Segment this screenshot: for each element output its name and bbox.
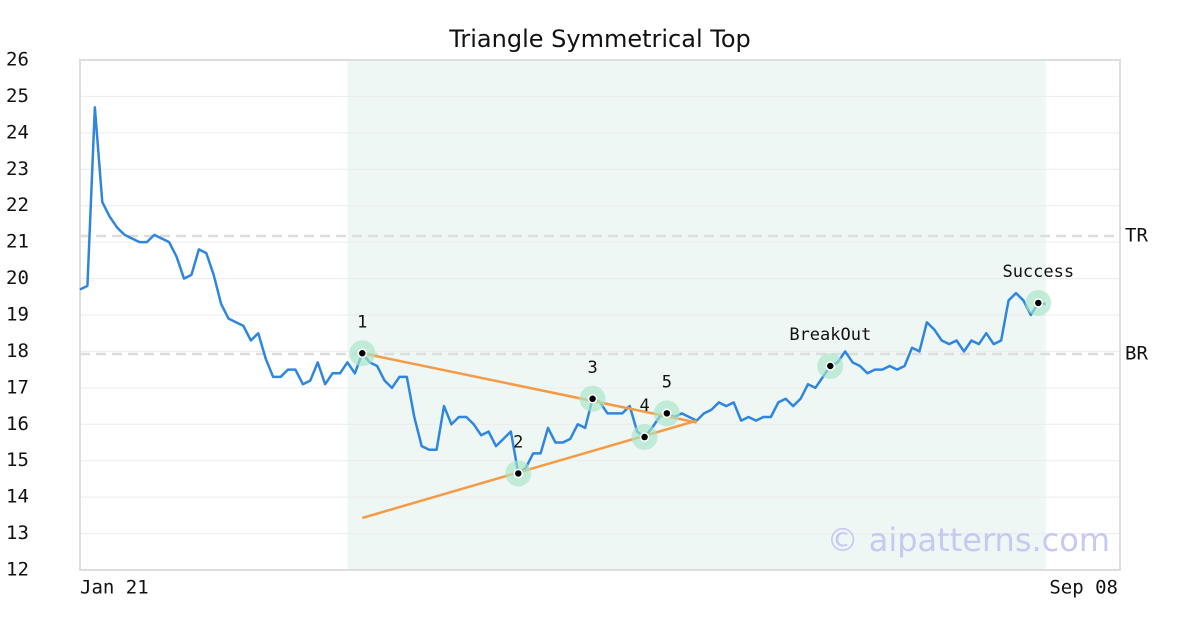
y-tick-label: 24 [6, 121, 29, 143]
y-tick-label: 17 [6, 376, 29, 398]
y-tick-label: 16 [6, 413, 29, 435]
watermark: © aipatterns.com [827, 521, 1110, 559]
level-label: BR [1125, 342, 1148, 364]
point-label: 2 [513, 432, 523, 452]
y-tick-label: 25 [6, 85, 29, 107]
point-dot [513, 468, 524, 479]
y-tick-label: 26 [6, 49, 29, 71]
y-tick-label: 15 [6, 449, 29, 471]
trendline [362, 352, 697, 424]
x-tick-label: Sep 08 [1049, 577, 1118, 599]
y-tick-label: 14 [6, 486, 29, 508]
point-label: 1 [357, 312, 367, 332]
point-dot [639, 432, 650, 442]
price-line [79, 106, 1046, 475]
y-tick-label: 23 [6, 158, 29, 180]
point-label: Success [1002, 262, 1074, 282]
y-tick-label: 19 [6, 304, 29, 326]
y-tick-label: 20 [6, 267, 29, 289]
point-dot [825, 361, 836, 371]
point-dot [357, 348, 368, 358]
y-tick-label: 22 [6, 194, 29, 216]
level-label: TR [1125, 224, 1148, 246]
x-tick-label: Jan 21 [80, 577, 149, 599]
point-dot [587, 394, 598, 404]
y-tick-label: 13 [6, 522, 29, 544]
y-tick-label: 12 [6, 559, 29, 581]
point-dot [1033, 298, 1044, 308]
point-label: 5 [662, 372, 672, 392]
y-tick-label: 21 [6, 231, 29, 253]
point-label: 4 [639, 396, 649, 416]
y-tick-label: 18 [6, 340, 29, 362]
point-dot [662, 408, 672, 419]
point-label: 3 [587, 358, 597, 378]
chart-title: Triangle Symmetrical Top [448, 25, 751, 53]
point-label: BreakOut [789, 325, 871, 345]
plot-frame [79, 59, 1121, 571]
